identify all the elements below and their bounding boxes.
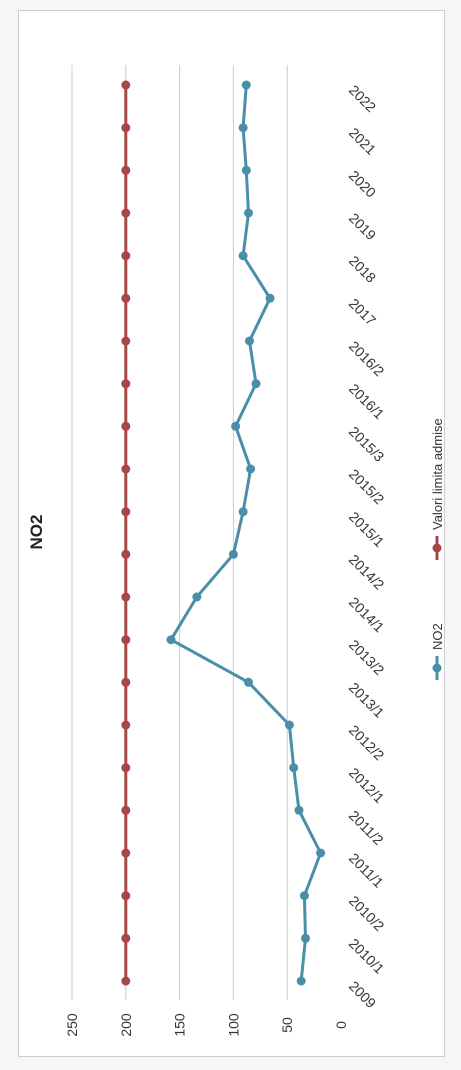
legend-marker bbox=[432, 543, 442, 553]
chart-title: NO2 bbox=[27, 515, 46, 550]
data-point bbox=[121, 336, 131, 346]
data-point bbox=[301, 933, 310, 943]
y-tick-label: 200 bbox=[118, 1013, 134, 1037]
category-label: 2015/3 bbox=[346, 423, 388, 465]
category-label: 2020 bbox=[346, 167, 379, 200]
data-point bbox=[299, 891, 309, 901]
data-point bbox=[238, 123, 248, 133]
data-point bbox=[265, 293, 275, 303]
category-label: 2012/1 bbox=[346, 764, 388, 806]
legend-marker bbox=[432, 663, 442, 673]
data-point bbox=[251, 379, 261, 389]
category-label: 2021 bbox=[346, 124, 379, 157]
data-point bbox=[192, 592, 202, 602]
category-label: 2009 bbox=[346, 978, 379, 1011]
data-point bbox=[121, 208, 131, 218]
category-label: 2015/1 bbox=[346, 508, 388, 550]
y-tick-label: 250 bbox=[64, 1013, 80, 1037]
category-label: 2014/2 bbox=[346, 551, 388, 593]
data-point bbox=[121, 635, 131, 645]
category-label: 2019 bbox=[346, 210, 379, 243]
data-point bbox=[121, 123, 131, 133]
data-point bbox=[121, 251, 131, 261]
y-tick-label: 150 bbox=[172, 1013, 188, 1037]
legend-label: NO2 bbox=[430, 623, 445, 650]
y-tick-label: 100 bbox=[225, 1013, 241, 1037]
category-label: 2011/2 bbox=[346, 807, 387, 848]
data-point bbox=[316, 848, 326, 858]
category-label: 2013/1 bbox=[346, 679, 388, 721]
data-point bbox=[121, 976, 131, 986]
series-line-0 bbox=[169, 84, 323, 982]
data-point bbox=[121, 805, 131, 815]
data-point bbox=[284, 720, 294, 730]
data-point bbox=[246, 464, 256, 474]
y-tick-label: 0 bbox=[333, 1021, 349, 1029]
category-label: 2010/1 bbox=[346, 935, 388, 977]
category-label: 2016/2 bbox=[346, 338, 388, 380]
data-point bbox=[121, 592, 131, 602]
data-point bbox=[121, 464, 131, 474]
category-label: 2015/2 bbox=[346, 466, 388, 508]
category-label: 2022 bbox=[346, 82, 379, 115]
data-point bbox=[121, 891, 131, 901]
data-point bbox=[238, 251, 248, 261]
chart-frame bbox=[18, 10, 445, 1057]
data-point bbox=[121, 379, 131, 389]
category-label: 2016/1 bbox=[346, 380, 388, 422]
data-point bbox=[166, 635, 176, 645]
data-point bbox=[121, 763, 131, 773]
data-point bbox=[241, 80, 251, 90]
category-label: 2013/2 bbox=[346, 636, 388, 678]
data-point bbox=[244, 677, 253, 687]
data-point bbox=[121, 165, 131, 175]
data-point bbox=[241, 165, 251, 175]
data-point bbox=[228, 549, 238, 559]
data-point bbox=[121, 677, 131, 687]
category-label: 2014/1 bbox=[346, 594, 388, 636]
data-point bbox=[289, 763, 299, 773]
data-point bbox=[121, 848, 131, 858]
data-point bbox=[296, 976, 306, 986]
data-point bbox=[245, 336, 254, 346]
data-point bbox=[121, 507, 131, 517]
data-point bbox=[121, 549, 131, 559]
data-point bbox=[231, 421, 241, 431]
data-point bbox=[238, 507, 248, 517]
data-point bbox=[121, 293, 131, 303]
data-point bbox=[294, 805, 304, 815]
category-label: 2017 bbox=[346, 295, 379, 328]
category-label: 2011/1 bbox=[346, 850, 387, 891]
legend-label: Valori limita admise bbox=[430, 418, 445, 530]
data-point bbox=[121, 720, 131, 730]
y-tick-label: 50 bbox=[279, 1017, 295, 1033]
data-point bbox=[121, 80, 131, 90]
category-label: 2012/2 bbox=[346, 722, 388, 764]
category-label: 2018 bbox=[346, 252, 379, 285]
data-point bbox=[244, 208, 253, 218]
category-label: 2010/2 bbox=[346, 892, 388, 934]
data-point bbox=[121, 421, 131, 431]
data-point bbox=[121, 933, 131, 943]
